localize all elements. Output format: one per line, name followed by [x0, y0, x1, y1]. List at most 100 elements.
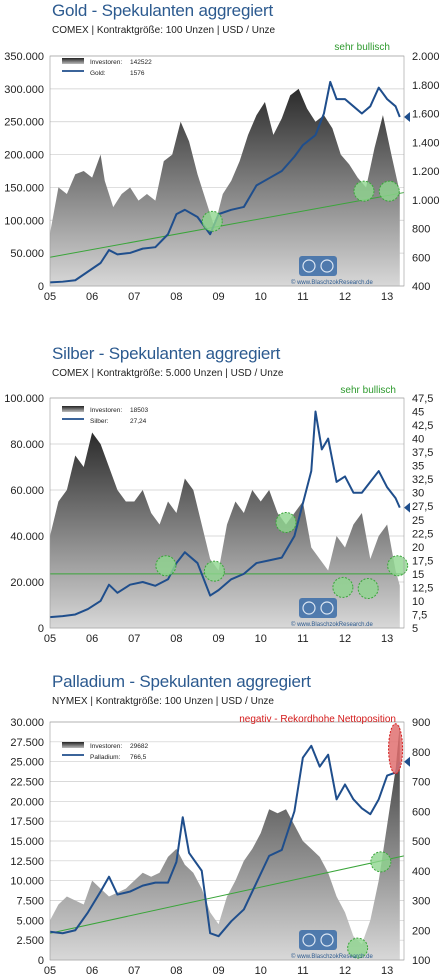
trend-line	[49, 855, 405, 934]
silber-chart: 020.00040.00060.00080.000100.00057,51012…	[4, 385, 433, 645]
x-tick-label: 10	[255, 291, 267, 303]
chart-subtitle: NYMEX | Kontraktgröße: 100 Unzen | USD /…	[52, 696, 274, 707]
y-left-tick-label: 25.000	[10, 757, 44, 769]
x-tick-label: 06	[86, 633, 98, 645]
gold-chart: 0 50.000 100.000 150.000 200.000 250.000 300.0…	[4, 42, 440, 303]
x-tick-label: 08	[170, 965, 182, 976]
x-tick-label: 12	[339, 965, 351, 976]
legend-value: 27,24	[130, 418, 147, 425]
legend-value: 18503	[130, 407, 148, 414]
y-right-tick-label: 25	[412, 515, 424, 527]
legend: Investoren: 29682 Palladium: 766,5	[62, 742, 148, 761]
y-left-tick-label: 12.500	[10, 856, 44, 868]
y-right-tick-label: 37,5	[412, 447, 433, 459]
logo-emblem	[299, 598, 337, 618]
chart-title: Gold - Spekulanten aggregiert	[52, 1, 274, 20]
y-right-tick-label: 27,5	[412, 501, 433, 513]
y-right-tick-label: 1.400	[412, 137, 440, 149]
y-left-tick-label: 60.000	[10, 485, 44, 497]
y-right-tick-label: 400	[412, 866, 430, 878]
y-left-tick-label: 0	[38, 281, 44, 293]
legend-label: Investoren:	[90, 59, 122, 66]
logo-url: © www.BlaschzokResearch.de	[291, 279, 373, 286]
highlight-circle-red	[388, 723, 404, 775]
y-left-tick-label: 30.000	[10, 717, 44, 729]
y-left-tick-label: 250.000	[4, 117, 44, 129]
x-tick-label: 08	[170, 291, 182, 303]
legend-swatch-area	[62, 742, 84, 748]
y-left-tick-label: 27.500	[10, 737, 44, 749]
y-left-tick-label: 50.000	[10, 248, 44, 260]
x-tick-label: 13	[381, 291, 393, 303]
highlight-circle	[357, 577, 379, 599]
legend-label: Investoren:	[90, 407, 122, 414]
chart-subtitle: COMEX | Kontraktgröße: 100 Unzen | USD /…	[52, 25, 276, 36]
plot-border	[49, 55, 405, 287]
y-right-tick-label: 35	[412, 461, 424, 473]
y-left-tick-label: 150.000	[4, 182, 44, 194]
y-right-tick-label: 600	[412, 252, 430, 264]
chart-title: Palladium - Spekulanten aggregiert	[52, 672, 311, 691]
x-tick-label: 06	[86, 291, 98, 303]
y-right-tick-label: 400	[412, 281, 430, 293]
y-right-tick-label: 600	[412, 806, 430, 818]
y-right-tick-label: 1.800	[412, 80, 440, 92]
y-right-tick-label: 1.600	[412, 109, 440, 121]
y-right-tick-label: 40	[412, 434, 424, 446]
y-right-tick-label: 300	[412, 896, 430, 908]
blaschzok-logo: © www.BlaschzokResearch.de	[291, 256, 373, 286]
y-left-tick-label: 17.500	[10, 816, 44, 828]
y-right-tick-label: 47,5	[412, 393, 433, 405]
logo-emblem	[299, 256, 337, 276]
y-left-tick-label: 20.000	[10, 796, 44, 808]
logo-ring	[320, 933, 334, 947]
y-left-tick-label: 2.500	[16, 935, 44, 947]
y-right-tick-label: 2.000	[412, 51, 440, 63]
legend-value: 142522	[130, 59, 152, 66]
x-tick-label: 07	[128, 633, 140, 645]
chart-title: Silber - Spekulanten aggregiert	[52, 344, 281, 363]
y-left-tick-label: 5.000	[16, 915, 44, 927]
x-tick-label: 11	[297, 633, 308, 645]
y-left-tick-label: 0	[38, 623, 44, 635]
blaschzok-logo: © www.BlaschzokResearch.de	[291, 930, 373, 960]
legend: Investoren: 142522 Gold: 1576	[62, 58, 152, 77]
y-right-tick-label: 100	[412, 955, 430, 967]
x-tick-label: 13	[381, 965, 393, 976]
y-right-tick-label: 42,5	[412, 420, 433, 432]
y-right-tick-label: 1.200	[412, 166, 440, 178]
last-value-marker	[404, 756, 410, 767]
y-left-tick-label: 10.000	[10, 876, 44, 888]
x-tick-label: 12	[339, 291, 351, 303]
x-tick-label: 10	[255, 633, 267, 645]
x-tick-label: 05	[44, 965, 56, 976]
y-right-tick-label: 200	[412, 925, 430, 937]
last-value-marker	[404, 111, 410, 122]
x-tick-label: 09	[212, 291, 224, 303]
logo-ring	[302, 933, 316, 947]
y-right-tick-label: 20	[412, 542, 424, 554]
x-tick-label: 09	[212, 965, 224, 976]
highlight-circle	[370, 851, 392, 873]
logo-ring	[302, 601, 316, 615]
x-tick-label: 11	[297, 291, 308, 303]
y-right-tick-label: 45	[412, 407, 424, 419]
chart-annotation: negativ - Rekordhohe Nettoposition	[239, 714, 396, 725]
y-left-tick-label: 40.000	[10, 531, 44, 543]
investoren-area	[50, 724, 400, 960]
investoren-area	[50, 432, 400, 628]
x-tick-label: 11	[297, 965, 308, 976]
legend-label: Gold:	[90, 70, 106, 77]
highlight-circle	[353, 180, 375, 202]
y-right-tick-label: 500	[412, 836, 430, 848]
logo-ring	[302, 259, 316, 273]
legend-label: Silber:	[90, 418, 109, 425]
price-line	[49, 410, 401, 619]
highlight-circle	[275, 511, 297, 533]
y-left-tick-label: 200.000	[4, 150, 44, 162]
logo-emblem	[299, 930, 337, 950]
y-left-tick-label: 80.000	[10, 439, 44, 451]
y-left-tick-label: 7.500	[16, 896, 44, 908]
y-left-tick-label: 22.500	[10, 777, 44, 789]
